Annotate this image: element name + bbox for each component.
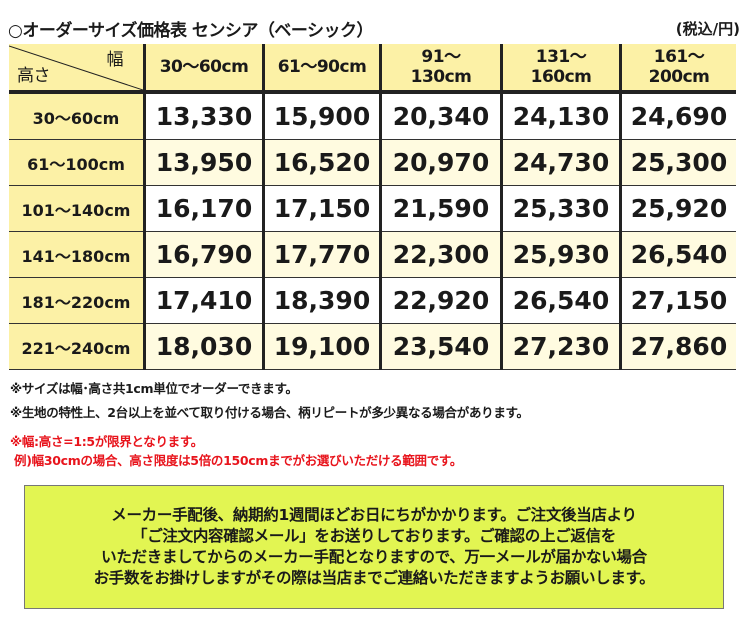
price-cell: 13,950: [143, 139, 264, 186]
price-cell: 22,300: [379, 231, 502, 278]
width-axis-label: 幅: [106, 50, 124, 70]
table-row: 141～180cm 16,790 17,770 22,300 25,930 26,540: [9, 231, 736, 278]
price-cell: 16,170: [143, 185, 264, 232]
price-cell: 19,100: [262, 323, 381, 370]
column-header: 161～ 200cm: [619, 44, 736, 94]
price-cell: 15,900: [262, 92, 381, 140]
notice-line: お手数をお掛けしますがその際は当店までご連絡いただきますようお願いします。: [93, 569, 655, 587]
delivery-notice: メーカー手配後、納期約1週間ほどお日にちがかかります。ご注文後当店より 「ご注文…: [24, 485, 724, 609]
notice-line: メーカー手配後、納期約1週間ほどお日にちがかかります。ご注文後当店より: [111, 506, 637, 524]
row-height-label: 141～180cm: [9, 231, 145, 278]
price-cell: 17,410: [143, 277, 264, 324]
tax-unit-label: (税込/円): [675, 20, 740, 38]
diagonal-divider: [9, 45, 143, 90]
price-table: 幅 高さ 30～60cm 61～90cm 91～ 130cm 131～ 160cm …: [9, 44, 736, 370]
height-axis-label: 高さ: [17, 66, 51, 86]
table-row: 221～240cm 18,030 19,100 23,540 27,230 27,860: [9, 323, 736, 370]
price-cell: 24,130: [500, 92, 621, 140]
column-header: 131～ 160cm: [500, 44, 621, 94]
note-ratio-limit: ※幅:高さ=1:5が限界となります。: [10, 434, 203, 449]
note-ratio-example: 例)幅30cmの場合、高さ限度は5倍の150cmまでがお選びいただける範囲です。: [10, 453, 463, 468]
price-cell: 25,920: [619, 185, 736, 232]
table-row: 181～220cm 17,410 18,390 22,920 26,540 27,150: [9, 277, 736, 324]
price-cell: 24,730: [500, 139, 621, 186]
notice-line: いただきましてからのメーカー手配となりますので、万一メールが届かない場合: [101, 548, 647, 566]
table-row: 61～100cm 13,950 16,520 20,970 24,730 25,300: [9, 139, 736, 186]
price-cell: 26,540: [500, 277, 621, 324]
header-row: 幅 高さ 30～60cm 61～90cm 91～ 130cm 131～ 160cm …: [9, 44, 736, 94]
price-cell: 27,860: [619, 323, 736, 370]
price-cell: 17,770: [262, 231, 381, 278]
price-cell: 20,340: [379, 92, 502, 140]
column-header: 61～90cm: [262, 44, 381, 94]
page-title: ○オーダーサイズ価格表 センシア（ベーシック）: [8, 21, 374, 41]
row-height-label: 30～60cm: [9, 92, 145, 140]
notice-line: 「ご注文内容確認メール」をお送りしております。ご確認の上ご返信を: [132, 527, 616, 545]
price-cell: 18,030: [143, 323, 264, 370]
price-cell: 25,930: [500, 231, 621, 278]
row-height-label: 221～240cm: [9, 323, 145, 370]
row-height-label: 181～220cm: [9, 277, 145, 324]
table-row: 30～60cm 13,330 15,900 20,340 24,130 24,690: [9, 92, 736, 140]
column-header: 91～ 130cm: [379, 44, 502, 94]
price-cell: 22,920: [379, 277, 502, 324]
price-cell: 16,520: [262, 139, 381, 186]
price-cell: 25,330: [500, 185, 621, 232]
row-height-label: 101～140cm: [9, 185, 145, 232]
price-cell: 25,300: [619, 139, 736, 186]
corner-cell: 幅 高さ: [9, 44, 145, 94]
table-row: 101～140cm 16,170 17,150 21,590 25,330 25,920: [9, 185, 736, 232]
note-size-unit: ※サイズは幅･高さ共1cm単位でオーダーできます。: [10, 381, 298, 396]
price-cell: 20,970: [379, 139, 502, 186]
note-pattern-repeat: ※生地の特性上、2台以上を並べて取り付ける場合、柄リピートが多少異なる場合があり…: [10, 405, 529, 420]
price-cell: 27,230: [500, 323, 621, 370]
price-cell: 16,790: [143, 231, 264, 278]
price-cell: 26,540: [619, 231, 736, 278]
price-cell: 23,540: [379, 323, 502, 370]
price-cell: 18,390: [262, 277, 381, 324]
price-cell: 13,330: [143, 92, 264, 140]
price-cell: 21,590: [379, 185, 502, 232]
price-cell: 27,150: [619, 277, 736, 324]
column-header: 30～60cm: [143, 44, 264, 94]
row-height-label: 61～100cm: [9, 139, 145, 186]
price-cell: 24,690: [619, 92, 736, 140]
price-cell: 17,150: [262, 185, 381, 232]
